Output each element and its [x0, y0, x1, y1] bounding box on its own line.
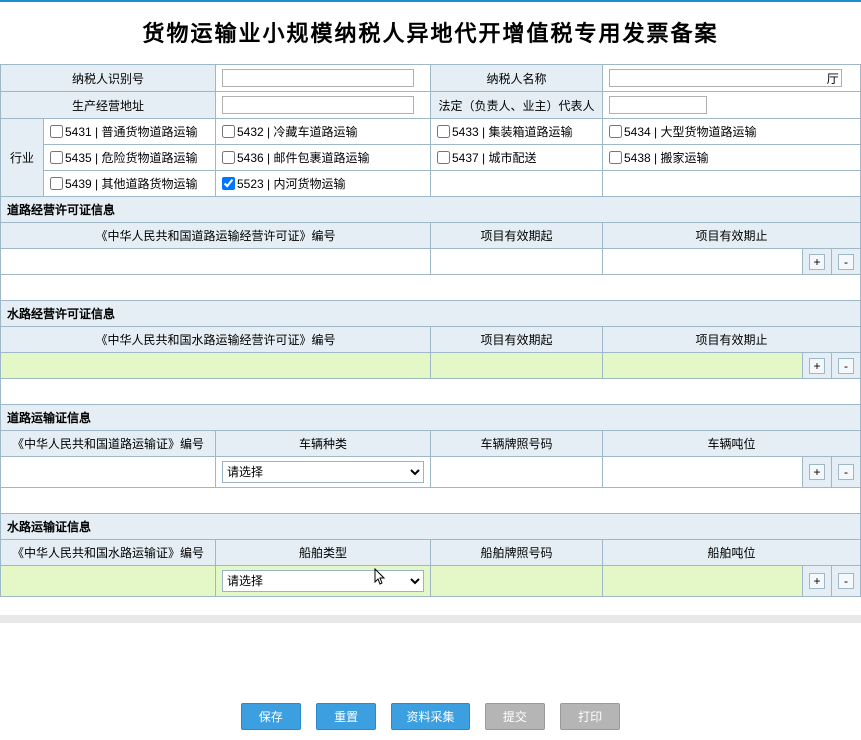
industry-checkbox-5438[interactable] — [609, 151, 622, 164]
industry-label-5432: 5432 | 冷藏车道路运输 — [237, 125, 358, 139]
collect-button[interactable]: 资料采集 — [391, 703, 469, 730]
water-license-del-button[interactable]: - — [838, 358, 854, 374]
industry-checkbox-5523[interactable] — [222, 177, 235, 190]
industry-label-5436: 5436 | 邮件包裹道路运输 — [237, 151, 370, 165]
industry-cell-blank2 — [603, 171, 861, 197]
water-license-col2: 项目有效期起 — [431, 327, 603, 353]
water-cert-v2: 请选择 — [216, 566, 431, 597]
label-taxpayer-id: 纳税人识别号 — [1, 65, 216, 92]
cell-taxpayer-name — [603, 65, 861, 92]
road-cert-v2: 请选择 — [216, 457, 431, 488]
water-cert-col2: 船舶类型 — [216, 540, 431, 566]
water-license-add-button[interactable]: + — [809, 358, 825, 374]
footer-divider — [0, 615, 861, 623]
print-button[interactable]: 打印 — [560, 703, 620, 730]
road-cert-col1: 《中华人民共和国道路运输证》编号 — [1, 431, 216, 457]
road-license-add-button[interactable]: + — [809, 254, 825, 270]
water-license-v1[interactable] — [1, 353, 431, 379]
road-license-col2: 项目有效期起 — [431, 223, 603, 249]
action-button-row: 保存 重置 资料采集 提交 打印 — [0, 623, 861, 740]
submit-button[interactable]: 提交 — [485, 703, 545, 730]
cell-legal — [603, 92, 861, 119]
main-form-table: 纳税人识别号 纳税人名称 生产经营地址 法定（负责人、业主）代表人 行业 543… — [0, 64, 861, 597]
water-cert-col4: 船舶吨位 — [603, 540, 861, 566]
road-license-col3: 项目有效期止 — [603, 223, 861, 249]
road-cert-v1[interactable] — [1, 457, 216, 488]
taxpayer-name-input[interactable] — [609, 69, 842, 87]
water-cert-v3[interactable] — [431, 566, 603, 597]
industry-label-5435: 5435 | 危险货物道路运输 — [65, 151, 198, 165]
road-license-col1: 《中华人民共和国道路运输经营许可证》编号 — [1, 223, 431, 249]
label-legal: 法定（负责人、业主）代表人 — [431, 92, 603, 119]
industry-cell-1: 5432 | 冷藏车道路运输 — [216, 119, 431, 145]
industry-label-5439: 5439 | 其他道路货物运输 — [65, 177, 198, 191]
industry-checkbox-5433[interactable] — [437, 125, 450, 138]
legal-input[interactable] — [609, 96, 707, 114]
industry-checkbox-5431[interactable] — [50, 125, 63, 138]
taxpayer-id-input[interactable] — [222, 69, 414, 87]
water-cert-section: 水路运输证信息 — [1, 514, 861, 540]
label-taxpayer-name: 纳税人名称 — [431, 65, 603, 92]
water-license-v3[interactable] — [603, 353, 803, 379]
cell-address — [216, 92, 431, 119]
industry-label-5431: 5431 | 普通货物道路运输 — [65, 125, 198, 139]
road-license-section: 道路经营许可证信息 — [1, 197, 861, 223]
reset-button[interactable]: 重置 — [316, 703, 376, 730]
industry-section-label: 行业 — [1, 119, 44, 197]
water-cert-col1: 《中华人民共和国水路运输证》编号 — [1, 540, 216, 566]
road-cert-col3: 车辆牌照号码 — [431, 431, 603, 457]
industry-checkbox-5439[interactable] — [50, 177, 63, 190]
water-cert-v4[interactable] — [603, 566, 803, 597]
road-license-v3[interactable] — [603, 249, 803, 275]
label-address: 生产经营地址 — [1, 92, 216, 119]
water-cert-col3: 船舶牌照号码 — [431, 540, 603, 566]
road-cert-v4[interactable] — [603, 457, 803, 488]
water-cert-add-button[interactable]: + — [809, 573, 825, 589]
water-license-col1: 《中华人民共和国水路运输经营许可证》编号 — [1, 327, 431, 353]
road-cert-type-select[interactable]: 请选择 — [222, 461, 424, 483]
industry-checkbox-5435[interactable] — [50, 151, 63, 164]
water-cert-del-button[interactable]: - — [838, 573, 854, 589]
industry-cell-8: 5439 | 其他道路货物运输 — [44, 171, 216, 197]
industry-cell-7: 5438 | 搬家运输 — [603, 145, 861, 171]
save-button[interactable]: 保存 — [241, 703, 301, 730]
industry-checkbox-5432[interactable] — [222, 125, 235, 138]
industry-cell-3: 5434 | 大型货物道路运输 — [603, 119, 861, 145]
industry-label-5434: 5434 | 大型货物道路运输 — [624, 125, 757, 139]
industry-cell-0: 5431 | 普通货物道路运输 — [44, 119, 216, 145]
water-cert-v1[interactable] — [1, 566, 216, 597]
road-license-del-button[interactable]: - — [838, 254, 854, 270]
road-cert-add-button[interactable]: + — [809, 464, 825, 480]
industry-checkbox-5436[interactable] — [222, 151, 235, 164]
road-cert-col2: 车辆种类 — [216, 431, 431, 457]
industry-cell-6: 5437 | 城市配送 — [431, 145, 603, 171]
water-license-v2[interactable] — [431, 353, 603, 379]
industry-label-5433: 5433 | 集装箱道路运输 — [452, 125, 573, 139]
industry-cell-5: 5436 | 邮件包裹道路运输 — [216, 145, 431, 171]
road-license-v1[interactable] — [1, 249, 431, 275]
industry-cell-2: 5433 | 集装箱道路运输 — [431, 119, 603, 145]
water-license-col3: 项目有效期止 — [603, 327, 861, 353]
industry-cell-9: 5523 | 内河货物运输 — [216, 171, 431, 197]
road-cert-del-button[interactable]: - — [838, 464, 854, 480]
industry-checkbox-5437[interactable] — [437, 151, 450, 164]
road-license-v2[interactable] — [431, 249, 603, 275]
industry-label-5523: 5523 | 内河货物运输 — [237, 177, 346, 191]
road-cert-v3[interactable] — [431, 457, 603, 488]
road-cert-col4: 车辆吨位 — [603, 431, 861, 457]
industry-label-5438: 5438 | 搬家运输 — [624, 151, 709, 165]
page-title: 货物运输业小规模纳税人异地代开增值税专用发票备案 — [0, 2, 861, 64]
industry-cell-blank1 — [431, 171, 603, 197]
cell-taxpayer-id — [216, 65, 431, 92]
industry-cell-4: 5435 | 危险货物道路运输 — [44, 145, 216, 171]
water-cert-type-select[interactable]: 请选择 — [222, 570, 424, 592]
address-input[interactable] — [222, 96, 414, 114]
industry-label-5437: 5437 | 城市配送 — [452, 151, 537, 165]
road-cert-section: 道路运输证信息 — [1, 405, 861, 431]
industry-checkbox-5434[interactable] — [609, 125, 622, 138]
water-license-section: 水路经营许可证信息 — [1, 301, 861, 327]
